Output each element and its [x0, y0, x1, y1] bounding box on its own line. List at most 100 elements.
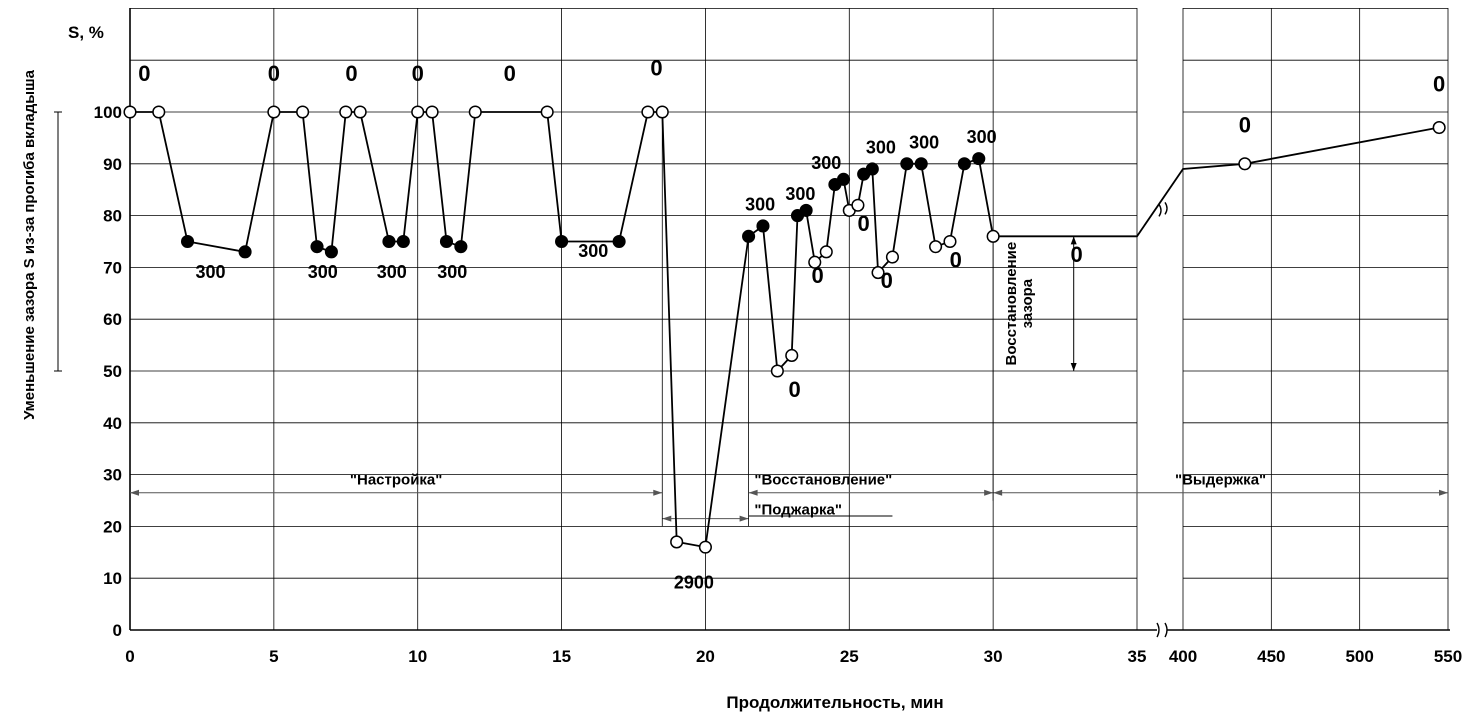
data-annotation: 300 [578, 241, 608, 261]
open-data-point [123, 105, 137, 119]
filled-data-point [310, 240, 324, 254]
phase-label: "Восстановление" [754, 472, 892, 489]
open-data-point [929, 240, 943, 254]
x-tick-label: 10 [408, 647, 427, 666]
axis-break-mark [1164, 622, 1168, 638]
data-annotation: 0 [881, 268, 893, 293]
data-annotation: 0 [812, 263, 824, 288]
filled-data-point [324, 245, 338, 259]
data-annotation: 300 [377, 262, 407, 282]
filled-data-point [742, 229, 756, 243]
phase-label: "Выдержка" [1175, 472, 1266, 489]
open-data-point [770, 364, 784, 378]
y-tick-labels: 0 10 20 30 40 50 60 70 80 90 100 [94, 103, 122, 640]
data-annotation: 0 [858, 211, 870, 236]
phase-arrow-head [984, 489, 994, 496]
open-data-point [641, 105, 655, 119]
filled-data-point [799, 203, 813, 217]
phase-arrow-head [748, 489, 758, 496]
filled-data-point [555, 234, 569, 249]
phase-markers: "Настройка" "Восстановление" "Выдержка" "По… [130, 112, 1448, 527]
y-axis-side-label: Уменьшение зазора S из-за прогиба вклады… [21, 69, 38, 419]
open-data-point [785, 348, 799, 363]
open-data-point [986, 229, 1000, 243]
open-data-point [540, 105, 554, 119]
x-tick-labels: 0 5 10 15 20 25 30 35 400 450 500 550 [125, 647, 1462, 666]
data-annotation: 0 [504, 61, 516, 86]
filled-data-point [454, 240, 468, 254]
y-axis-title: S, % [68, 23, 104, 42]
filled-data-point [382, 234, 396, 249]
open-data-point [468, 105, 482, 119]
filled-data-point [612, 234, 626, 249]
recovery-label-line: Восстановление [1003, 242, 1020, 366]
x-tick-label: 450 [1257, 647, 1285, 666]
filled-data-point [914, 157, 928, 171]
y-tick-label: 70 [103, 258, 122, 277]
data-annotation: 300 [745, 194, 775, 214]
x-tick-label: 5 [269, 647, 278, 666]
axes [54, 8, 1450, 638]
data-annotation: 0 [268, 61, 280, 86]
open-data-point [670, 535, 684, 549]
data-annotation: 300 [437, 262, 467, 282]
data-annotation: 300 [967, 127, 997, 147]
open-data-point [339, 105, 353, 119]
y-tick-label: 40 [103, 414, 122, 433]
filled-data-point [836, 172, 851, 186]
data-annotation: 0 [138, 61, 150, 86]
x-axis-title: Продолжительность, мин [726, 693, 943, 712]
open-data-point [943, 234, 957, 249]
x-tick-label: 550 [1434, 647, 1462, 666]
data-annotation: 0 [1433, 71, 1445, 96]
x-tick-label: 0 [125, 647, 134, 666]
x-tick-label: 35 [1128, 647, 1147, 666]
y-tick-label: 10 [103, 569, 122, 588]
filled-data-point [900, 157, 914, 171]
data-annotations: 0 0 0 0 0 0 300 300 300 300 300 2900 300 300 300 300 300… [138, 56, 1445, 593]
open-data-point [871, 266, 885, 280]
filled-data-point [972, 152, 986, 166]
data-annotation: 0 [650, 56, 662, 81]
data-annotation: 300 [785, 184, 815, 204]
line-break-mark [1158, 202, 1168, 217]
open-data-point [425, 105, 439, 119]
data-annotation: 0 [788, 377, 800, 402]
recovery-arrow-head [1070, 236, 1077, 245]
data-annotation: 300 [811, 153, 841, 173]
y-tick-label: 80 [103, 207, 122, 226]
filled-data-point [180, 234, 195, 249]
y-tick-label: 60 [103, 310, 122, 329]
open-data-point [1238, 157, 1252, 171]
series-markers [123, 105, 1446, 554]
data-annotation: 300 [308, 262, 338, 282]
filled-data-point [756, 219, 770, 233]
phase-label: "Поджарка" [754, 502, 842, 519]
data-annotation: 300 [196, 262, 226, 282]
data-annotation: 0 [1239, 113, 1251, 138]
x-tick-label: 15 [552, 647, 571, 666]
data-annotation: 0 [950, 247, 962, 272]
filled-data-point [439, 234, 454, 249]
grid [130, 7, 1449, 630]
data-annotation: 0 [1070, 242, 1082, 267]
open-data-point [851, 198, 865, 212]
recovery-arrow-head [1070, 363, 1077, 371]
open-data-point [819, 245, 833, 259]
phase-arrow-podzharka-head [739, 515, 749, 522]
y-tick-label: 0 [113, 621, 122, 640]
data-annotation: 0 [345, 61, 357, 86]
open-data-point [296, 105, 310, 119]
data-annotation: 300 [866, 137, 896, 157]
data-annotation: 2900 [674, 573, 714, 593]
open-data-point [353, 105, 367, 119]
open-data-point [152, 105, 166, 119]
open-data-point [267, 105, 281, 119]
phase-arrow-head [1439, 489, 1448, 496]
x-tick-label: 30 [984, 647, 1003, 666]
x-tick-label: 500 [1345, 647, 1373, 666]
x-tick-label: 400 [1169, 647, 1197, 666]
y-tick-label: 100 [94, 103, 122, 122]
filled-data-point [957, 157, 971, 171]
